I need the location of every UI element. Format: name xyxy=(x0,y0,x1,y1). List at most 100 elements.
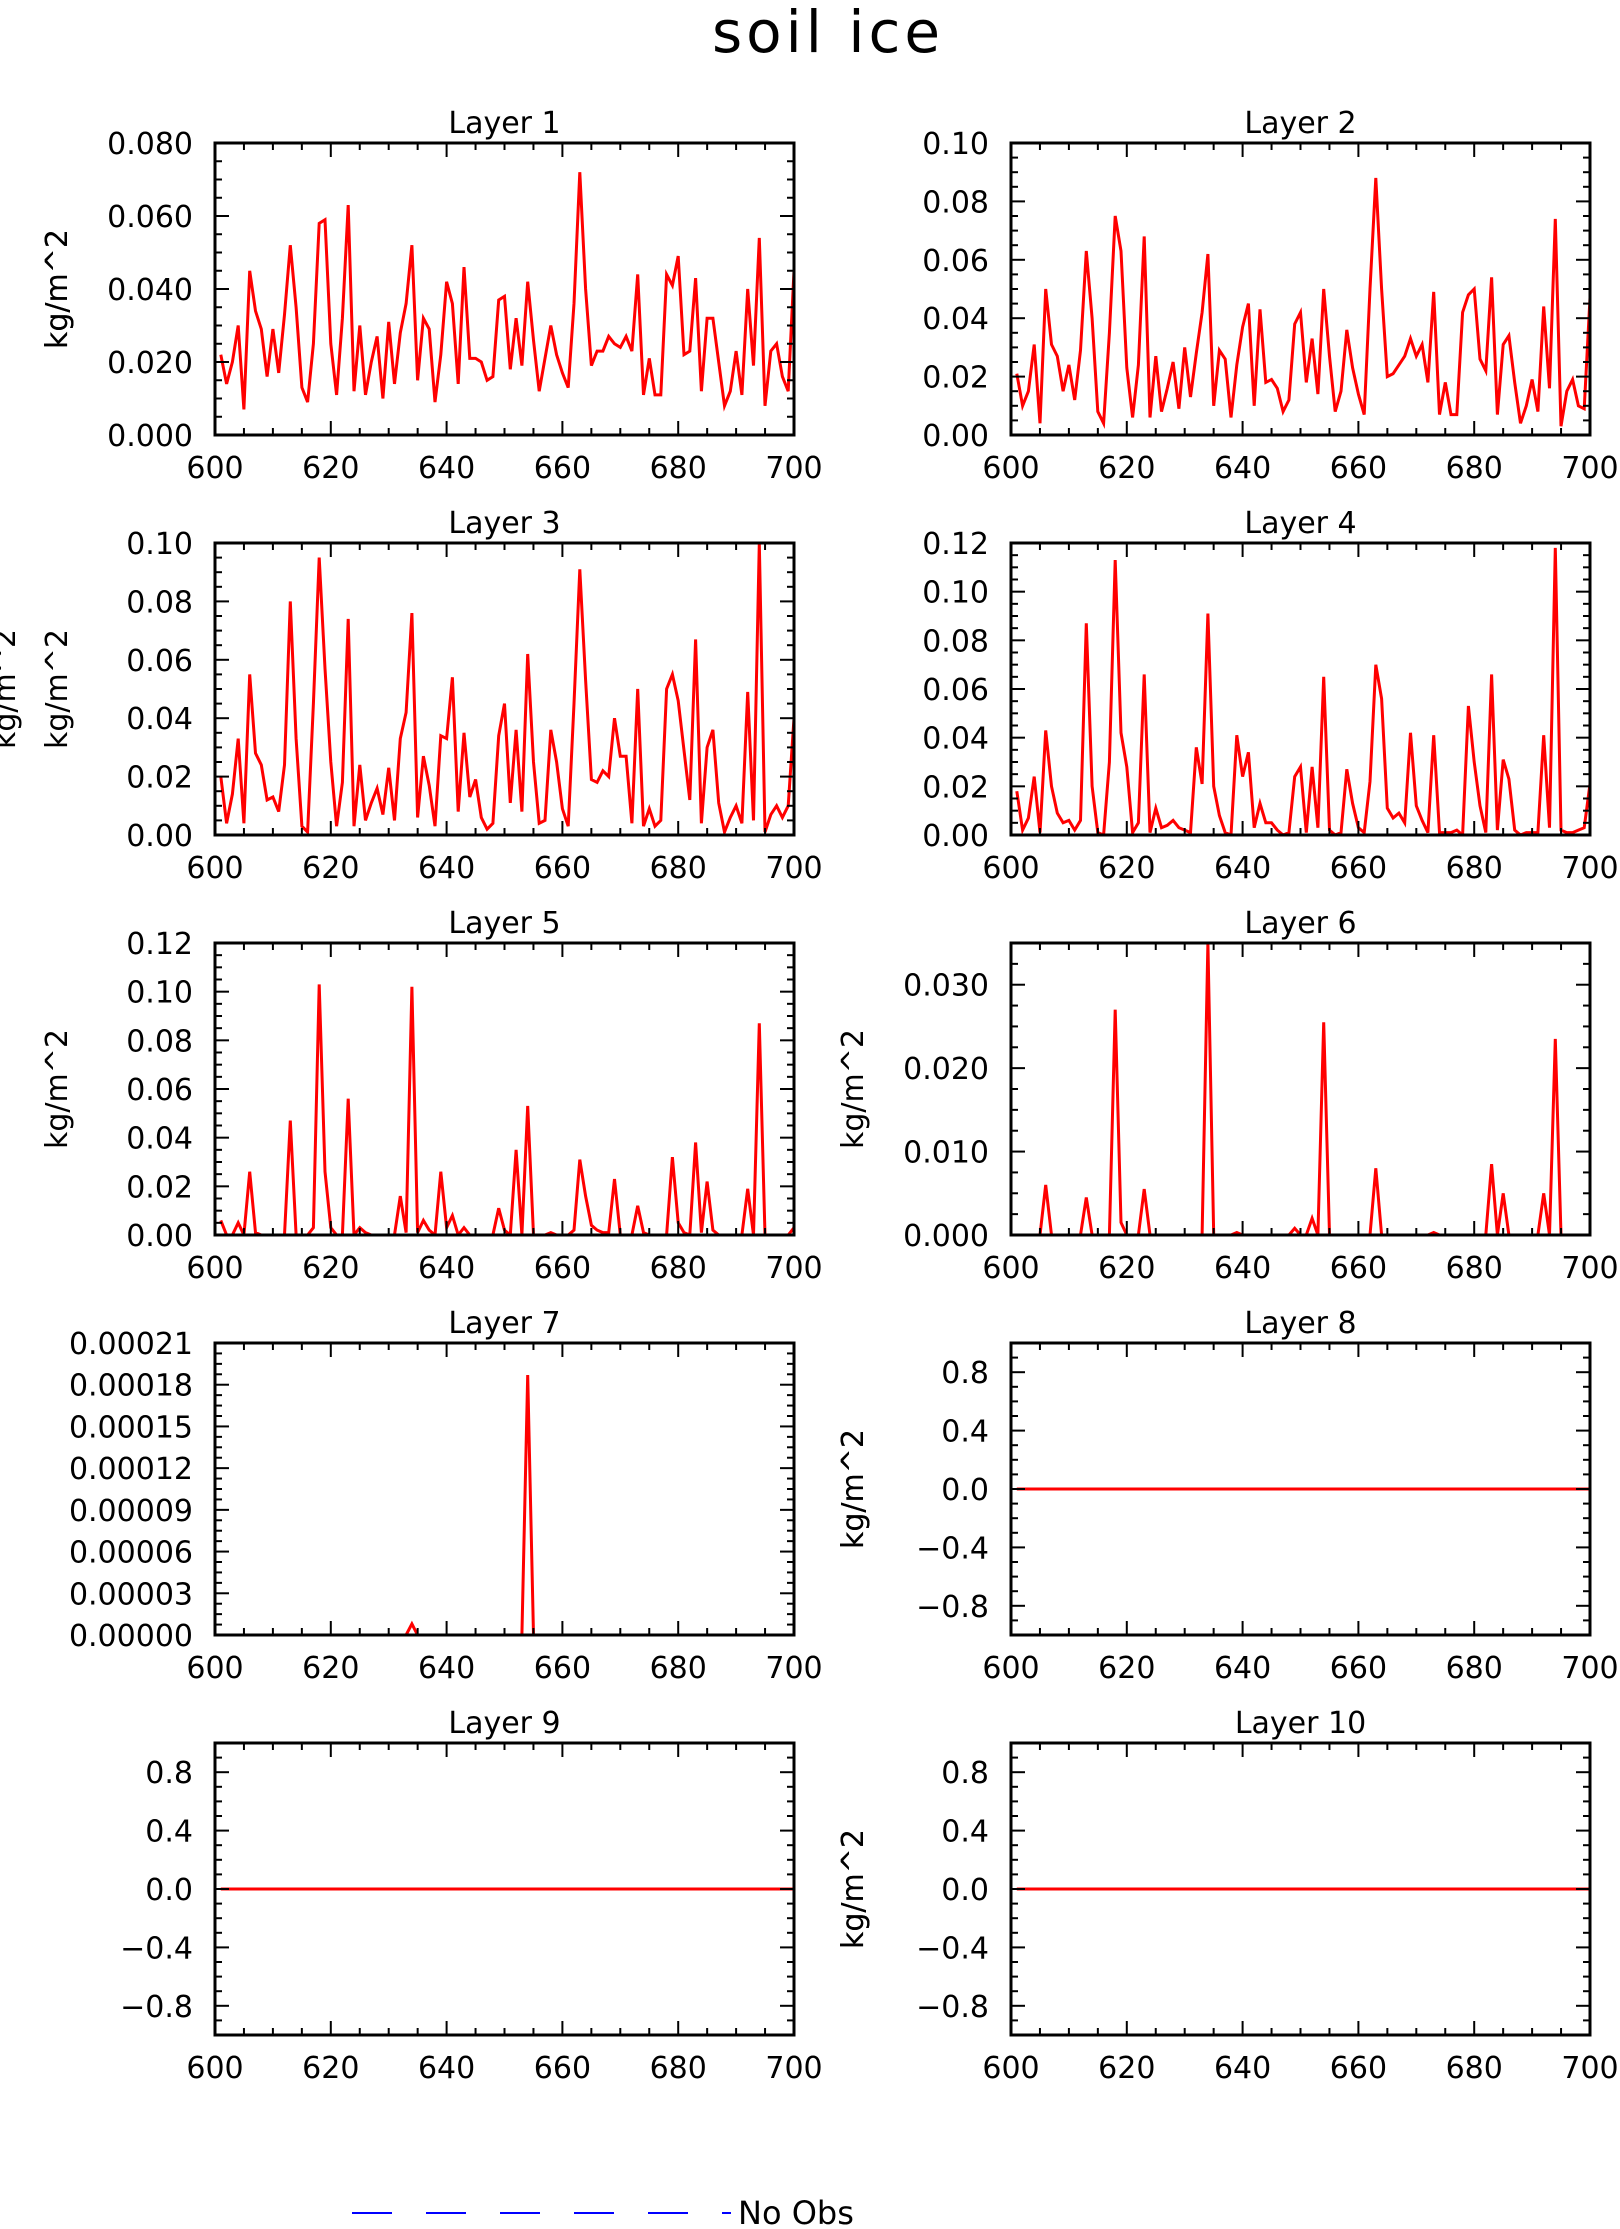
panel-layer-6: Layer 6 kg/m^2 600 620 640 660 680 700 0.000 0.01… xyxy=(836,906,1619,1286)
y-tick-label: 0.00015 xyxy=(69,1410,193,1445)
x-tick-label: 600 xyxy=(982,451,1039,486)
x-tick-label: 660 xyxy=(1330,2051,1387,2086)
panel-title: Layer 6 xyxy=(1244,906,1356,941)
x-tick-label: 620 xyxy=(1098,1651,1155,1686)
y-tick-label: 0.000 xyxy=(107,419,193,454)
y-tick-label: 0.08 xyxy=(126,585,193,620)
y-tick-label: 0.000 xyxy=(903,1219,989,1254)
y-tick-label: 0.8 xyxy=(941,1356,989,1391)
x-tick-label: 680 xyxy=(650,1651,707,1686)
y-tick-label: 0.8 xyxy=(941,1756,989,1791)
y-axis-label: kg/m^2 xyxy=(836,1429,871,1549)
x-tick-label: 680 xyxy=(650,851,707,886)
panel-title: Layer 4 xyxy=(1244,506,1356,541)
x-tick-label: 700 xyxy=(1561,851,1618,886)
legend: No Obs xyxy=(352,2194,854,2229)
x-tick-label: 620 xyxy=(1098,851,1155,886)
y-tick-label: 0.04 xyxy=(922,302,989,337)
y-tick-label: 0.00003 xyxy=(69,1577,193,1612)
x-tick-label: 620 xyxy=(302,451,359,486)
x-tick-label: 700 xyxy=(765,2051,822,2086)
panels: Layer 1 kg/m^2 600 620 640 660 680 700 0.000 0.02… xyxy=(0,106,1619,2086)
y-tick-label: 0.00 xyxy=(126,819,193,854)
y-tick-label: 0.040 xyxy=(107,273,193,308)
y-tick-label: 0.08 xyxy=(922,624,989,659)
x-tick-label: 660 xyxy=(534,851,591,886)
panel-layer-8: Layer 8 kg/m^2 600 620 640 660 680 700 −0.8 −0.4 0… xyxy=(836,1306,1619,1686)
y-tick-label: 0.04 xyxy=(126,702,193,737)
x-tick-label: 640 xyxy=(1214,851,1271,886)
y-tick-label: 0.06 xyxy=(126,644,193,679)
y-tick-label: 0.12 xyxy=(922,527,989,562)
y-tick-label: 0.080 xyxy=(107,127,193,162)
y-tick-label: 0.00 xyxy=(126,1219,193,1254)
y-tick-label: −0.4 xyxy=(120,1931,193,1966)
y-tick-label: 0.020 xyxy=(107,346,193,381)
y-tick-label: 0.06 xyxy=(922,244,989,279)
plot-frame xyxy=(213,1341,796,1637)
y-tick-label: 0.030 xyxy=(903,969,989,1004)
x-tick-label: 660 xyxy=(1330,1251,1387,1286)
x-tick-label: 700 xyxy=(1561,451,1618,486)
x-tick-label: 600 xyxy=(186,2051,243,2086)
x-tick-label: 640 xyxy=(418,1651,475,1686)
panel-layer-7: Layer 7 kg/m^2 600 620 640 660 680 700 0.00000 0.… xyxy=(69,1306,871,1686)
x-tick-label: 600 xyxy=(186,1651,243,1686)
series-line xyxy=(1016,943,1590,1235)
x-tick-label: 660 xyxy=(1330,1651,1387,1686)
panel-layer-4: Layer 4 kg/m^2 600 620 640 660 680 700 0.00 0.02 0… xyxy=(0,506,1619,886)
panel-layer-3: Layer 3 kg/m^2 600 620 640 660 680 700 0.00 0.02 0… xyxy=(40,506,823,886)
x-tick-label: 680 xyxy=(650,2051,707,2086)
panel-title: Layer 3 xyxy=(448,506,560,541)
x-tick-label: 620 xyxy=(1098,1251,1155,1286)
plot-frame xyxy=(213,541,796,837)
y-tick-label: 0.0 xyxy=(941,1873,989,1908)
y-tick-label: 0.10 xyxy=(922,576,989,611)
y-tick-label: 0.00012 xyxy=(69,1452,193,1487)
y-tick-label: 0.4 xyxy=(941,1415,989,1450)
plot-frame xyxy=(1009,941,1592,1237)
series-line xyxy=(220,1374,794,1635)
panel-layer-10: Layer 10 kg/m^2 600 620 640 660 680 700 −0.8 −0.4… xyxy=(836,1706,1619,2086)
panel-title: Layer 7 xyxy=(448,1306,560,1341)
x-tick-label: 660 xyxy=(534,1251,591,1286)
y-axis-label: kg/m^2 xyxy=(40,229,75,349)
panel-title: Layer 2 xyxy=(1244,106,1356,141)
y-axis-label: kg/m^2 xyxy=(40,629,75,749)
x-tick-label: 680 xyxy=(1446,1251,1503,1286)
y-tick-label: 0.0 xyxy=(941,1473,989,1508)
y-tick-label: 0.00 xyxy=(922,419,989,454)
x-tick-label: 620 xyxy=(302,2051,359,2086)
x-tick-label: 700 xyxy=(765,451,822,486)
x-tick-label: 660 xyxy=(1330,851,1387,886)
x-tick-label: 680 xyxy=(650,1251,707,1286)
x-tick-label: 660 xyxy=(534,451,591,486)
y-tick-label: 0.02 xyxy=(126,1170,193,1205)
x-tick-label: 700 xyxy=(1561,2051,1618,2086)
x-tick-label: 640 xyxy=(418,851,475,886)
y-tick-label: 0.08 xyxy=(922,185,989,220)
y-axis-label: kg/m^2 xyxy=(0,629,23,749)
y-tick-label: 0.4 xyxy=(145,1815,193,1850)
y-tick-label: 0.00021 xyxy=(69,1327,193,1362)
y-tick-label: 0.04 xyxy=(126,1122,193,1157)
x-tick-label: 680 xyxy=(1446,451,1503,486)
panel-layer-9: Layer 9 kg/m^2 600 620 640 660 680 700 −0.8 −0.4 0… xyxy=(120,1706,871,2086)
y-tick-label: 0.10 xyxy=(126,527,193,562)
x-tick-label: 600 xyxy=(982,1651,1039,1686)
series-line xyxy=(1015,177,1590,429)
y-tick-label: 0.020 xyxy=(903,1052,989,1087)
x-tick-label: 640 xyxy=(418,2051,475,2086)
panel-title: Layer 9 xyxy=(448,1706,560,1741)
y-tick-label: 0.06 xyxy=(922,673,989,708)
x-tick-label: 700 xyxy=(1561,1651,1618,1686)
x-tick-label: 700 xyxy=(765,1651,822,1686)
x-tick-label: 700 xyxy=(765,851,822,886)
x-tick-label: 700 xyxy=(765,1251,822,1286)
x-tick-label: 620 xyxy=(302,1651,359,1686)
x-tick-label: 620 xyxy=(302,851,359,886)
x-tick-label: 680 xyxy=(650,451,707,486)
y-tick-label: 0.10 xyxy=(126,976,193,1011)
y-tick-label: 0.00009 xyxy=(69,1494,193,1529)
